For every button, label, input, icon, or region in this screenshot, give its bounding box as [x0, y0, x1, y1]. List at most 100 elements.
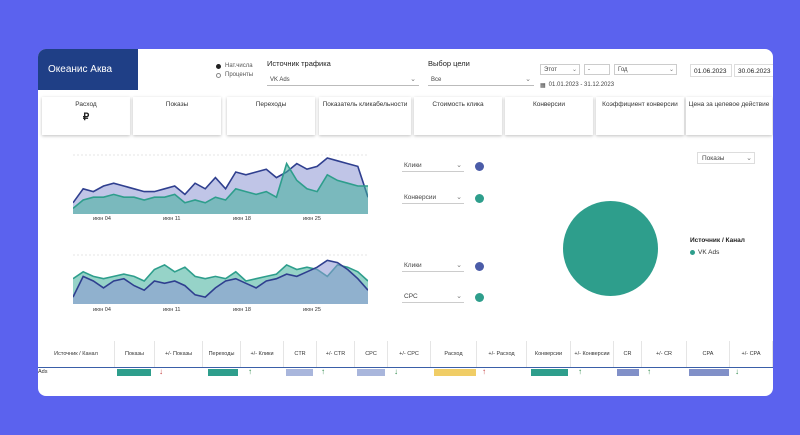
- cpc-bar: [357, 369, 385, 376]
- series-area: [73, 260, 368, 304]
- radio-dot-off[interactable]: [216, 72, 221, 78]
- chevron-down-icon: ⌄: [456, 293, 462, 300]
- kpi-label: Цена за целевое действие: [688, 101, 770, 108]
- table-header[interactable]: CPC: [355, 341, 388, 367]
- table-header[interactable]: CR: [614, 341, 642, 367]
- brand-title: Океанис Аква: [38, 49, 138, 90]
- period-dash-field[interactable]: -: [584, 64, 610, 75]
- radio-percent[interactable]: Проценты: [216, 72, 253, 78]
- kpi-value: ₽: [82, 112, 90, 123]
- units-radio-group: Нат.числа Проценты: [216, 63, 253, 81]
- pie-metric-select[interactable]: Показы ⌄: [697, 152, 755, 164]
- row-label: Ads: [38, 369, 48, 375]
- table-header[interactable]: +/- Конверсии: [571, 341, 614, 367]
- kpi-card-spend[interactable]: Расход ₽: [42, 97, 130, 135]
- table-header[interactable]: +/- Расход: [477, 341, 527, 367]
- table-header[interactable]: +/- CPC: [388, 341, 431, 367]
- table-header[interactable]: Источник / Канал: [38, 341, 115, 367]
- period-dash-value: -: [588, 67, 590, 73]
- series-line[interactable]: [73, 161, 368, 210]
- kpi-card-cpc[interactable]: Стоимость клика: [414, 97, 502, 135]
- date-start-field[interactable]: 01.06.2023: [690, 64, 732, 77]
- metric-select-value: Клики: [404, 162, 422, 169]
- chart2-metric2-select[interactable]: CPC ⌄: [402, 291, 464, 303]
- x-tick-label: июн 18: [233, 216, 251, 222]
- table-header[interactable]: +/- Клики: [241, 341, 284, 367]
- kpi-label: Показатель кликабельности: [322, 101, 408, 108]
- series-line[interactable]: [73, 157, 368, 204]
- kpi-label: Стоимость клика: [432, 101, 484, 108]
- series-color-dot: [475, 162, 484, 171]
- metric-select-value: CPC: [404, 293, 418, 300]
- series-line[interactable]: [73, 259, 368, 298]
- x-tick-label: июн 11: [163, 216, 181, 222]
- table-header[interactable]: CTR: [284, 341, 317, 367]
- kpi-label: Коэффициент конверсии: [602, 101, 678, 108]
- kpi-card-impressions[interactable]: Показы: [133, 97, 221, 135]
- table-header[interactable]: Конверсии: [527, 341, 571, 367]
- legend-item[interactable]: VK Ads: [690, 249, 719, 256]
- kpi-card-conversions[interactable]: Конверсии: [505, 97, 593, 135]
- x-tick-label: июн 25: [303, 307, 321, 313]
- clicks-bar: [208, 369, 238, 376]
- date-end-field[interactable]: 30.06.2023: [734, 64, 773, 77]
- period-range-text: 01.01.2023 - 31.12.2023: [548, 82, 615, 88]
- table-header[interactable]: CPA: [687, 341, 730, 367]
- period-type-value: Этот: [544, 67, 557, 73]
- chevron-down-icon: ⌄: [525, 76, 531, 83]
- series-color-dot: [475, 293, 484, 302]
- metric-select-value: Клики: [404, 262, 422, 269]
- table-header[interactable]: +/- CR: [642, 341, 687, 367]
- table-header[interactable]: Переходы: [203, 341, 241, 367]
- arrow-up-icon: ↑: [248, 367, 252, 376]
- kpi-card-cr[interactable]: Коэффициент конверсии: [596, 97, 684, 135]
- chevron-down-icon: ⌄: [571, 67, 577, 73]
- table-header[interactable]: +/- CTR: [317, 341, 355, 367]
- chart1-metric1-select[interactable]: Клики ⌄: [402, 160, 464, 172]
- period-unit-value: Год: [618, 67, 628, 73]
- chart1-metric2-select[interactable]: Конверсии ⌄: [402, 192, 464, 204]
- chevron-down-icon: ⌄: [456, 262, 462, 269]
- x-tick-label: июн 25: [303, 216, 321, 222]
- conversions-bar: [531, 369, 568, 376]
- legend-dot: [690, 250, 695, 255]
- period-unit-select[interactable]: Год ⌄: [614, 64, 677, 75]
- arrow-down-icon: ↓: [394, 367, 398, 376]
- spend-bar: [434, 369, 476, 376]
- pie-slice-vk-ads[interactable]: [563, 201, 658, 296]
- kpi-card-cpa[interactable]: Цена за целевое действие: [686, 97, 772, 135]
- calendar-icon: ▦: [540, 83, 546, 89]
- x-tick-label: июн 04: [93, 216, 111, 222]
- kpi-label: Переходы: [255, 101, 287, 108]
- radio-numbers[interactable]: Нат.числа: [216, 63, 253, 69]
- dashboard-card: Океанис Аква Нат.числа Проценты Источник…: [38, 49, 773, 396]
- kpi-card-ctr[interactable]: Показатель кликабельности: [319, 97, 411, 135]
- radio-percent-label: Проценты: [225, 72, 254, 78]
- series-color-dot: [475, 262, 484, 271]
- goal-label: Выбор цели: [428, 59, 470, 68]
- arrow-down-icon: ↓: [735, 367, 739, 376]
- cr-bar: [617, 369, 639, 376]
- series-color-dot: [475, 194, 484, 203]
- traffic-select[interactable]: VK Ads ⌄: [267, 74, 419, 86]
- metric-select-value: Показы: [702, 155, 725, 162]
- kpi-label: Конверсии: [532, 101, 566, 108]
- chevron-down-icon: ⌄: [410, 76, 416, 83]
- radio-dot-on[interactable]: [216, 63, 221, 69]
- clicks-conversions-chart: [73, 154, 368, 214]
- table-header[interactable]: Показы: [115, 341, 155, 367]
- arrow-up-icon: ↑: [578, 367, 582, 376]
- kpi-card-clicks[interactable]: Переходы: [227, 97, 315, 135]
- traffic-label: Источник трафика: [267, 59, 331, 68]
- legend-label: VK Ads: [698, 249, 720, 256]
- period-type-select[interactable]: Этот ⌄: [540, 64, 580, 75]
- chevron-down-icon: ⌄: [668, 67, 674, 73]
- legend-title: Источник / Канал: [690, 237, 745, 244]
- table-header[interactable]: +/- Показы: [155, 341, 203, 367]
- table-header[interactable]: +/- CPA: [730, 341, 773, 367]
- chevron-down-icon: ⌄: [456, 162, 462, 169]
- kpi-label: Расход: [75, 101, 97, 108]
- table-header[interactable]: Расход: [431, 341, 477, 367]
- goal-select[interactable]: Все ⌄: [428, 74, 534, 86]
- chart2-metric1-select[interactable]: Клики ⌄: [402, 260, 464, 272]
